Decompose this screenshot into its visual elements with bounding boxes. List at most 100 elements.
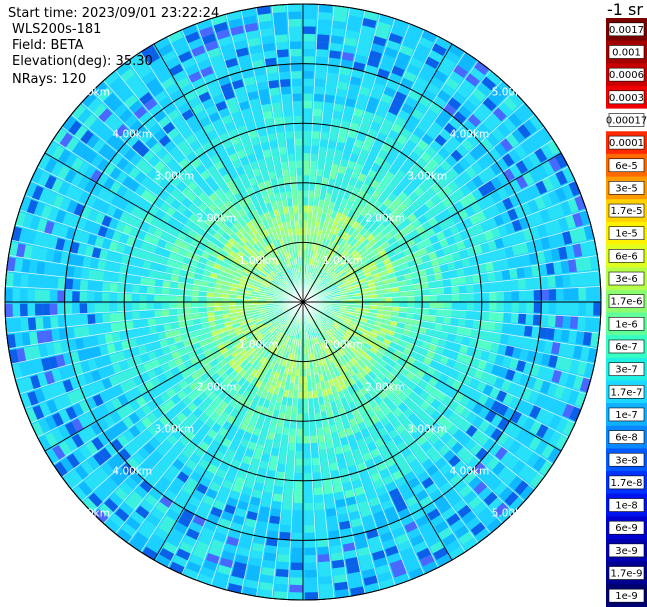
ppi-cell (495, 312, 504, 322)
ppi-cell (404, 96, 418, 108)
ppi-cell (351, 114, 362, 125)
ppi-cell (351, 169, 360, 180)
ppi-cell (408, 151, 420, 163)
ppi-cell (281, 93, 292, 102)
ppi-cell (51, 263, 60, 277)
ppi-cell (382, 197, 393, 208)
ppi-cell (299, 368, 303, 377)
ppi-cell (388, 32, 403, 45)
ppi-cell (359, 148, 369, 159)
ppi-cell (131, 303, 140, 311)
ppi-cell (292, 525, 303, 533)
ppi-cell (324, 493, 335, 502)
ppi-cell (235, 298, 244, 302)
ppi-cell (308, 182, 315, 191)
ppi-cell (517, 278, 527, 290)
ppi-cell (355, 205, 364, 215)
ppi-cell (198, 302, 207, 308)
ppi-cell (95, 324, 105, 335)
ppi-cell (333, 227, 340, 236)
ppi-cell (176, 302, 184, 309)
ppi-cell (333, 5, 348, 15)
ppi-cell (64, 290, 73, 302)
ppi-cell (343, 224, 352, 233)
ring-label: 2.00km (197, 213, 237, 225)
ppi-cell (372, 82, 385, 93)
ppi-cell (367, 224, 377, 234)
ppi-cell (12, 273, 22, 288)
ppi-cell (358, 124, 369, 135)
ppi-cell (294, 473, 303, 481)
ppi-cell (271, 102, 282, 111)
ring-label: 2.00km (197, 381, 237, 393)
ppi-cell (286, 145, 295, 154)
ppi-cell (303, 428, 311, 437)
ppi-cell (303, 93, 313, 102)
ppi-cell (278, 546, 291, 555)
ppi-cell (315, 213, 322, 222)
ppi-cell (344, 97, 356, 108)
ppi-cell (518, 313, 527, 324)
ppi-cell (359, 208, 369, 218)
ppi-cell (318, 237, 324, 246)
ppi-cell (312, 116, 322, 125)
ppi-cell (393, 91, 407, 103)
ppi-cell (415, 43, 430, 56)
ppi-cell (303, 63, 315, 72)
ppi-cell (340, 222, 348, 231)
ppi-cell (266, 72, 279, 82)
ppi-cell (380, 93, 393, 105)
ppi-cell (309, 273, 314, 282)
ppi-cell (5, 303, 13, 318)
colorbar: 0.00170.0010.00060.00030.000170.00016e-5… (606, 18, 647, 607)
ppi-cell (309, 265, 313, 274)
ppi-cell (321, 238, 327, 247)
ppi-cell (116, 293, 125, 302)
ppi-cell (355, 214, 364, 224)
ppi-cell (303, 242, 306, 250)
ppi-cell (399, 296, 408, 302)
ppi-cell (272, 109, 283, 119)
ppi-cell (303, 115, 312, 124)
ppi-cell (546, 327, 555, 341)
ring-label: 5.00km (492, 86, 532, 98)
ppi-cell (321, 207, 328, 216)
ppi-cell (311, 283, 317, 291)
ppi-cell (434, 134, 447, 147)
ppi-cell (303, 234, 307, 243)
ppi-cell (440, 83, 455, 97)
ppi-cell (335, 245, 343, 254)
ppi-cell (457, 105, 472, 119)
ppi-cell (277, 464, 286, 473)
ppi-cell (356, 155, 366, 166)
ppi-cell (428, 315, 437, 323)
ppi-cell (285, 472, 295, 481)
ppi-cell (481, 292, 490, 301)
ppi-cell (296, 435, 303, 444)
ppi-cell (43, 262, 53, 276)
ppi-cell (146, 294, 155, 302)
ppi-cell (281, 434, 289, 443)
ppi-cell (467, 93, 482, 108)
ppi-cell (325, 256, 332, 265)
ppi-cell (376, 183, 386, 194)
ppi-cell (278, 456, 287, 465)
ppi-cell (340, 119, 351, 130)
ppi-cell (269, 87, 280, 96)
ppi-cell (320, 271, 327, 279)
ray-gap (302, 36, 439, 303)
ppi-cell (407, 302, 415, 308)
ppi-cell (443, 286, 452, 294)
ray-gap (302, 51, 466, 303)
ppi-cell (303, 11, 317, 20)
ppi-cell (124, 293, 132, 302)
ppi-cell (335, 255, 343, 264)
ppi-cell (304, 592, 319, 600)
ppi-cell (290, 555, 303, 563)
ppi-cell (404, 139, 416, 151)
ppi-cell (345, 136, 355, 146)
ppi-cell (5, 288, 13, 302)
ppi-cell (509, 268, 518, 279)
ring-label: 4.00km (112, 128, 152, 140)
ppi-cell (303, 138, 311, 146)
